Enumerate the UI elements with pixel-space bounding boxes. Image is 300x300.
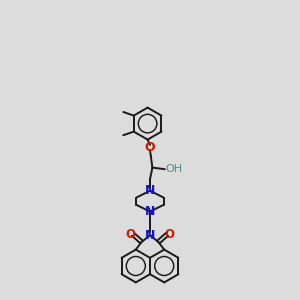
Text: O: O [145,141,155,154]
Text: O: O [126,228,136,241]
Text: N: N [145,184,155,197]
Text: O: O [164,228,174,241]
Text: OH: OH [165,164,182,174]
Text: N: N [145,229,155,242]
Text: N: N [145,205,155,218]
